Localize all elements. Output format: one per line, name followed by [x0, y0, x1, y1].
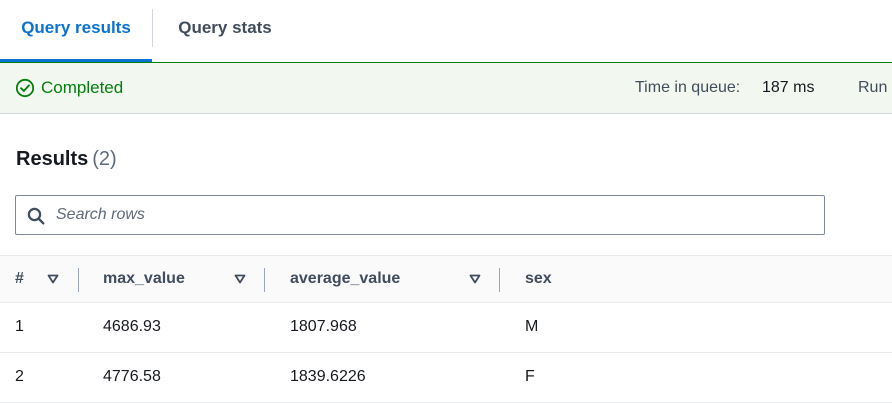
tab-divider: [152, 9, 153, 47]
time-in-queue-value: 187 ms: [762, 79, 815, 96]
run-time-label: Run: [858, 79, 888, 96]
active-tab-indicator: [0, 59, 152, 62]
results-count: (2): [92, 148, 117, 170]
cell-average-value: 1807.968: [290, 318, 357, 335]
cell-max-value: 4776.58: [103, 368, 161, 385]
column-resizer[interactable]: [499, 268, 500, 292]
column-header-sex[interactable]: sex: [525, 270, 552, 287]
table-row: 2 4776.58 1839.6226 F: [0, 353, 892, 403]
table-header: # max_value average_value sex: [0, 255, 892, 303]
cell-sex: M: [525, 318, 539, 335]
cell-index: 2: [15, 368, 24, 385]
sort-down-icon[interactable]: [234, 273, 246, 285]
tab-query-stats-label: Query stats: [178, 18, 272, 37]
tab-query-results-label: Query results: [21, 18, 131, 37]
tab-query-results[interactable]: Query results: [0, 0, 152, 62]
cell-index: 1: [15, 318, 24, 335]
cell-max-value: 4686.93: [103, 318, 161, 335]
results-heading: Results (2): [16, 146, 117, 172]
status-text: Completed: [41, 78, 124, 97]
column-header-max-value[interactable]: max_value: [103, 270, 185, 287]
search-box: [15, 195, 825, 235]
column-header-index: #: [15, 270, 24, 287]
time-in-queue-label: Time in queue:: [635, 79, 741, 96]
check-circle-icon: [15, 78, 35, 98]
column-resizer[interactable]: [264, 268, 265, 292]
results-title: Results: [16, 148, 89, 170]
column-header-average-value[interactable]: average_value: [290, 270, 401, 287]
search-icon: [27, 207, 45, 225]
cell-sex: F: [525, 368, 535, 385]
status-bar: Completed Time in queue: 187 ms Run: [0, 62, 892, 114]
tab-query-stats[interactable]: Query stats: [153, 0, 297, 62]
table-row: 1 4686.93 1807.968 M: [0, 303, 892, 353]
column-resizer[interactable]: [78, 268, 79, 292]
sort-down-icon[interactable]: [469, 273, 481, 285]
search-input[interactable]: [56, 197, 816, 233]
tab-bar: Query results Query stats: [0, 0, 892, 62]
results-table: # max_value average_value sex 1 4686.93 …: [0, 255, 892, 403]
cell-average-value: 1839.6226: [290, 368, 366, 385]
sort-down-icon[interactable]: [47, 273, 59, 285]
